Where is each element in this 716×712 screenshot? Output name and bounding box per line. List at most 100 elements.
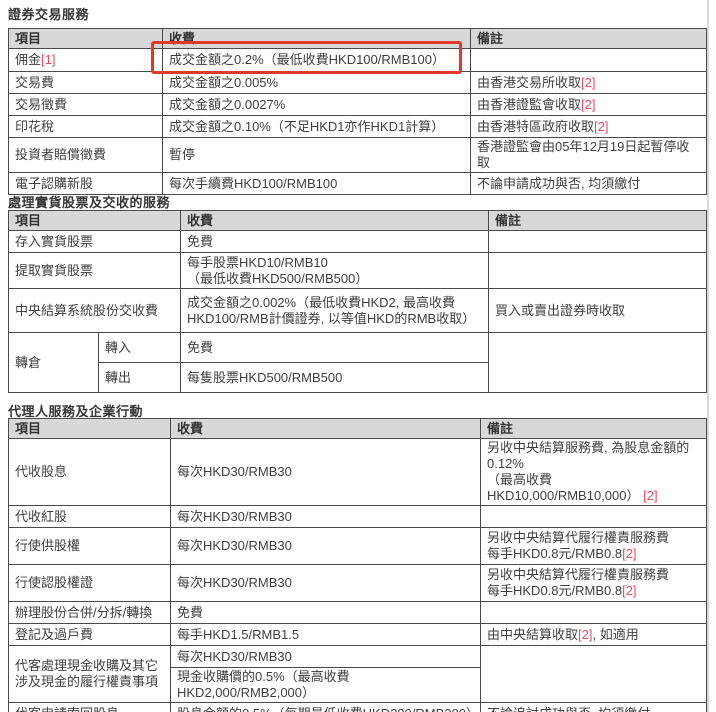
content-right-edge	[707, 0, 709, 712]
remark-text: 由香港特區政府收取	[477, 118, 595, 134]
remark-line: 另收中央結算服務費, 為股息金額的	[487, 440, 690, 455]
item-cell: 交易費	[8, 71, 163, 94]
cash-offer-row-1: 代客處理現金收購及其它 涉及現金的履行權責事項 每次HKD30/RMB30	[8, 645, 707, 703]
fee-line: HKD100/RMB計價證券, 以等值HKD的RMB收取）	[187, 310, 476, 326]
item-cell: 辦理股份合併/分拆/轉換	[8, 601, 171, 624]
remark-line: 每手HKD0.8元/RMB0.8[2]	[487, 583, 700, 599]
fee-line: 成交金額之0.002%（最低收費HKD2, 最高收費	[187, 294, 456, 310]
remark-cell: 買入或賣出證券時收取	[488, 288, 707, 333]
item-cell: 代收股息	[8, 438, 171, 506]
sub-item-cell: 轉出	[97, 362, 182, 393]
nominee-services-table: 項目 收費 備註 代收股息 每次HKD30/RMB30 另收中央結算服務費, 為…	[8, 418, 707, 712]
remark-cell: 由香港特區政府收取[2]	[470, 115, 707, 138]
item-cell: 電子認購新股	[8, 172, 163, 195]
fee-cell: 免費	[180, 332, 490, 363]
item-cell: 代客處理現金收購及其它 涉及現金的履行權責事項	[8, 645, 171, 703]
remark-cell: 由香港交易所收取[2]	[470, 71, 707, 94]
fee-cell: 每次HKD30/RMB30	[170, 527, 481, 565]
item-line: 涉及現金的履行權責事項	[15, 674, 159, 689]
footnote-ref-2[interactable]: [2]	[578, 626, 593, 642]
remark-text: 由中央結算收取	[487, 626, 579, 642]
fee-cell: 成交金額之0.005%	[162, 71, 471, 94]
fee-cell: 現金收購價的0.5%（最高收費HKD2,000/RMB2,000）	[170, 667, 481, 703]
footnote-ref-2[interactable]: [2]	[622, 583, 637, 598]
table-header-row: 項目 收費 備註	[8, 28, 707, 49]
commission-row: 佣金[1] 成交金額之0.2%（最低收費HKD100/RMB100）	[8, 48, 707, 72]
investor-levy-row: 投資者賠償徵費 暫停 香港證監會由05年12月19日起暫停收取	[8, 137, 707, 173]
fee-cell: 成交金額之0.002%（最低收費HKD2, 最高收費 HKD100/RMB計價證…	[180, 288, 490, 333]
col-header-remark: 備註	[488, 210, 707, 231]
remark-cell: 由中央結算收取[2], 如適用	[480, 623, 707, 646]
table-header-row: 項目 收費 備註	[8, 418, 707, 439]
item-cell: 印花稅	[8, 115, 163, 138]
dividend-reclaim-row: 代客申請索回股息 股息金額的0.5%（每期最低收費HKD200/RMB200） …	[8, 702, 707, 712]
remark-cell: 另收中央結算代履行權責服務費 每手HKD0.8元/RMB0.8[2]	[480, 527, 707, 565]
securities-trading-table: 項目 收費 備註 佣金[1] 成交金額之0.2%（最低收費HKD100/RMB1…	[8, 28, 707, 195]
trading-fee-row: 交易費 成交金額之0.005% 由香港交易所收取[2]	[8, 71, 707, 94]
item-cell: 行使供股權	[8, 527, 171, 565]
col-header-fee: 收費	[162, 28, 471, 49]
footnote-ref-2[interactable]: [2]	[581, 74, 596, 90]
remark-cell	[480, 601, 707, 624]
remark-line: 另收中央結算代履行權責服務費	[487, 530, 670, 545]
remark-cell: 另收中央結算服務費, 為股息金額的 0.12% （最高收費HKD10,000/R…	[480, 438, 707, 506]
footnote-ref-2[interactable]: [2]	[581, 96, 596, 112]
remark-line: 另收中央結算代履行權責服務費	[487, 567, 670, 582]
remark-cell	[488, 252, 707, 289]
remark-cell	[480, 645, 707, 703]
section-title-physical-scrip: 處理實貨股票及交收的服務	[8, 195, 171, 210]
item-cell: 存入實貨股票	[7, 230, 182, 253]
item-cell: 提取實貨股票	[7, 252, 182, 289]
item-label: 佣金	[15, 52, 42, 67]
remark-cell: 不論追討成功與否, 均須繳付	[480, 702, 707, 712]
physical-scrip-table: 項目 收費 備註 存入實貨股票 免費 提取實貨股票 每手股票HKD10/RMB1…	[7, 210, 707, 393]
footnote-ref-1[interactable]: [1]	[41, 52, 56, 67]
remark-text: （最高收費HKD10,000/RMB10,000）	[487, 472, 640, 503]
fee-line: 每手股票HKD10/RMB10	[187, 254, 328, 270]
warrant-exercise-row: 行使認股權證 每次HKD30/RMB30 另收中央結算代履行權責服務費 每手HK…	[8, 564, 707, 602]
remark-text: 每手HKD0.8元/RMB0.8	[487, 583, 623, 598]
remark-line: 每手HKD0.8元/RMB0.8[2]	[487, 546, 700, 562]
section-title-nominee-services: 代理人服務及企業行動	[8, 404, 144, 419]
fee-cell: 每手HKD1.5/RMB1.5	[170, 623, 481, 646]
remark-cell	[470, 48, 707, 72]
fee-cell: 每次手續費HKD100/RMB100	[162, 172, 471, 195]
col-header-item: 項目	[8, 28, 163, 49]
footnote-ref-2[interactable]: [2]	[594, 118, 609, 134]
footnote-ref-2[interactable]: [2]	[643, 488, 658, 503]
fee-cell: 每次HKD30/RMB30	[170, 645, 481, 668]
fee-cell: 暫停	[162, 137, 471, 173]
trading-levy-row: 交易徵費 成交金額之0.0027% 由香港證監會收取[2]	[8, 93, 707, 116]
table-header-row: 項目 收費 備註	[7, 210, 707, 231]
ccass-settlement-row: 中央結算系統股份交收費 成交金額之0.002%（最低收費HKD2, 最高收費 H…	[7, 288, 707, 333]
registration-transfer-row: 登記及過戶費 每手HKD1.5/RMB1.5 由中央結算收取[2], 如適用	[8, 623, 707, 646]
item-cell: 佣金[1]	[8, 48, 163, 72]
remark-cell	[488, 230, 707, 253]
bonus-share-row: 代收紅股 每次HKD30/RMB30	[8, 505, 707, 528]
item-cell: 代客申請索回股息	[8, 702, 171, 712]
deposit-scrip-row: 存入實貨股票 免費	[7, 230, 707, 253]
item-cell: 投資者賠償徵費	[8, 137, 163, 173]
item-cell-transfer: 轉倉	[8, 332, 99, 393]
item-line: 代客處理現金收購及其它	[15, 658, 159, 673]
remark-text: 由香港交易所收取	[477, 74, 582, 90]
item-cell: 登記及過戶費	[8, 623, 171, 646]
col-header-item: 項目	[8, 418, 171, 439]
remark-line: 0.12%	[487, 456, 524, 471]
section-title-securities-trading: 證券交易服務	[8, 7, 90, 22]
cash-offer-row-2: 現金收購價的0.5%（最高收費HKD2,000/RMB2,000）	[9, 667, 707, 703]
fee-cell: 每隻股票HKD500/RMB500	[180, 362, 490, 393]
fee-line: （最低收費HKD500/RMB500）	[187, 270, 369, 286]
fee-cell: 每手股票HKD10/RMB10 （最低收費HKD500/RMB500）	[180, 252, 490, 289]
remark-cell	[480, 505, 707, 528]
col-header-fee: 收費	[170, 418, 481, 439]
item-cell: 代收紅股	[8, 505, 171, 528]
share-split-row: 辦理股份合併/分拆/轉換 免費	[8, 601, 707, 624]
remark-line: （最高收費HKD10,000/RMB10,000） [2]	[487, 472, 700, 504]
fee-cell: 免費	[180, 230, 490, 253]
col-header-item: 項目	[7, 210, 182, 231]
eipo-row: 電子認購新股 每次手續費HKD100/RMB100 不論申請成功與否, 均須繳付	[8, 172, 707, 195]
footnote-ref-2[interactable]: [2]	[622, 546, 637, 561]
